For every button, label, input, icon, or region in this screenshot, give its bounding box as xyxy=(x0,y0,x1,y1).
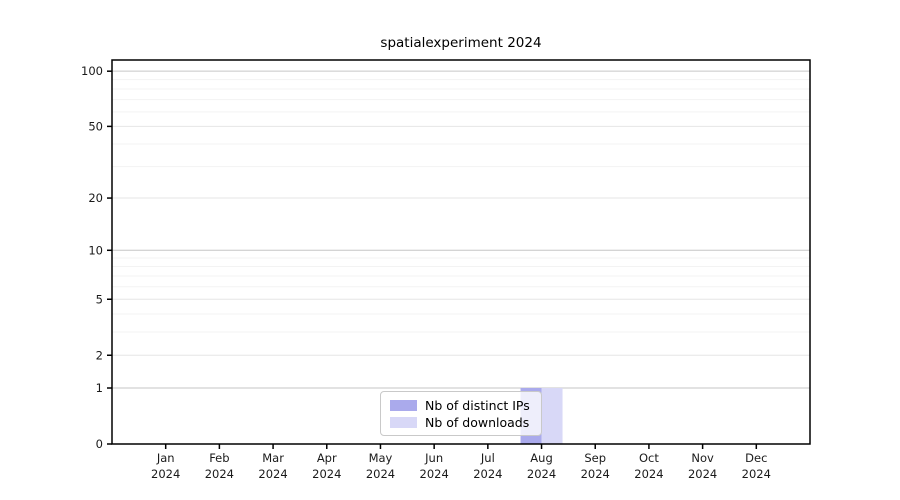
legend: Nb of distinct IPs Nb of downloads xyxy=(380,391,542,436)
y-tick-label: 20 xyxy=(88,191,103,205)
x-tick-label-year: 2024 xyxy=(420,467,449,481)
legend-label-downloads: Nb of downloads xyxy=(425,415,530,430)
x-tick-label-year: 2024 xyxy=(205,467,234,481)
y-tick-label: 100 xyxy=(81,64,103,78)
x-tick-label-year: 2024 xyxy=(742,467,771,481)
x-tick-label-year: 2024 xyxy=(366,467,395,481)
x-tick-label-month: Mar xyxy=(262,451,284,465)
x-tick-label-month: Dec xyxy=(745,451,767,465)
legend-swatch-downloads xyxy=(390,417,417,428)
y-tick-label: 2 xyxy=(96,348,103,362)
x-tick-label-month: Jul xyxy=(480,451,495,465)
x-tick-label-year: 2024 xyxy=(258,467,287,481)
x-tick-label-year: 2024 xyxy=(634,467,663,481)
legend-label-distinct-ips: Nb of distinct IPs xyxy=(425,398,530,413)
x-tick-label-month: Aug xyxy=(530,451,552,465)
x-tick-label-year: 2024 xyxy=(688,467,717,481)
x-tick-label-month: Feb xyxy=(209,451,229,465)
x-tick-label-month: Sep xyxy=(584,451,606,465)
y-tick-label: 10 xyxy=(88,243,103,257)
x-tick-label-month: May xyxy=(369,451,393,465)
x-tick-label-month: Nov xyxy=(691,451,714,465)
x-tick-label-month: Oct xyxy=(639,451,659,465)
legend-swatch-distinct-ips xyxy=(390,400,417,411)
y-tick-label: 5 xyxy=(96,292,103,306)
x-tick-label-month: Jan xyxy=(156,451,175,465)
x-tick-label-year: 2024 xyxy=(151,467,180,481)
x-tick-label-year: 2024 xyxy=(312,467,341,481)
x-tick-label-year: 2024 xyxy=(581,467,610,481)
x-tick-label-month: Jun xyxy=(424,451,443,465)
axes-frame xyxy=(111,59,811,445)
y-tick-label: 1 xyxy=(96,381,103,395)
x-tick-label-month: Apr xyxy=(317,451,337,465)
y-tick-label: 50 xyxy=(88,119,103,133)
legend-item-distinct-ips: Nb of distinct IPs xyxy=(390,397,532,414)
chart-title: spatialexperiment 2024 xyxy=(380,35,542,51)
x-tick-label-year: 2024 xyxy=(527,467,556,481)
x-tick-label-year: 2024 xyxy=(473,467,502,481)
legend-item-downloads: Nb of downloads xyxy=(390,414,532,431)
bar-nb-of-downloads-aug-2024 xyxy=(541,388,563,444)
y-tick-label: 0 xyxy=(96,437,103,451)
